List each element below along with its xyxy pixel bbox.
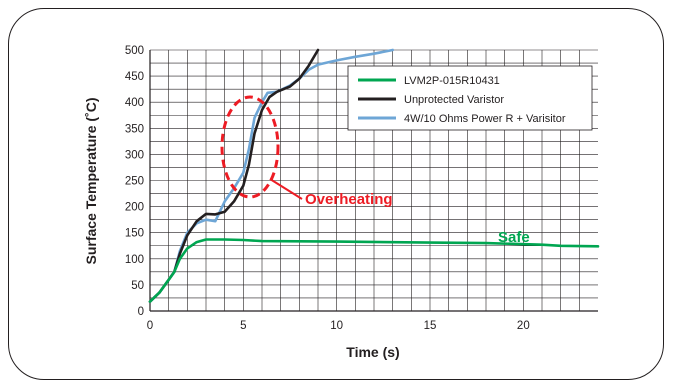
- y-tick-label: 400: [125, 97, 144, 109]
- legend-label-2: 4W/10 Ohms Power R + Varisitor: [404, 113, 566, 125]
- overheating-label: Overheating: [305, 191, 393, 208]
- overheating-pointer: [269, 178, 303, 200]
- safe-label: Safe: [498, 229, 530, 246]
- series-lines: [148, 48, 600, 303]
- y-tick-label: 500: [125, 45, 144, 57]
- overheating-ellipse: [220, 95, 280, 199]
- y-axis-title: Surface Temperature (˚C): [83, 97, 99, 264]
- x-tick-label: 0: [147, 320, 153, 332]
- series-line-0: [148, 238, 600, 303]
- x-tick-label: 5: [240, 320, 246, 332]
- x-axis-title: Time (s): [346, 344, 399, 360]
- legend-label-1: Unprotected Varistor: [404, 94, 504, 106]
- y-tick-label: 300: [125, 149, 144, 161]
- x-tick-label: 15: [424, 320, 437, 332]
- y-tick-label: 200: [125, 202, 144, 214]
- x-tick-label: 10: [330, 320, 343, 332]
- y-tick-label: 450: [125, 71, 144, 83]
- x-tick-label: 20: [517, 320, 530, 332]
- legend-label-0: LVM2P-015R10431: [404, 75, 500, 87]
- y-tick-label: 350: [125, 123, 144, 135]
- y-tick-label: 50: [131, 280, 144, 292]
- y-tick-label: 250: [125, 176, 144, 188]
- legend: LVM2P-015R10431 Unprotected Varistor 4W/…: [347, 65, 593, 131]
- y-tick-label: 100: [125, 254, 144, 266]
- axes: [149, 50, 598, 312]
- y-tick-label: 150: [125, 228, 144, 240]
- y-tick-label: 0: [138, 306, 144, 318]
